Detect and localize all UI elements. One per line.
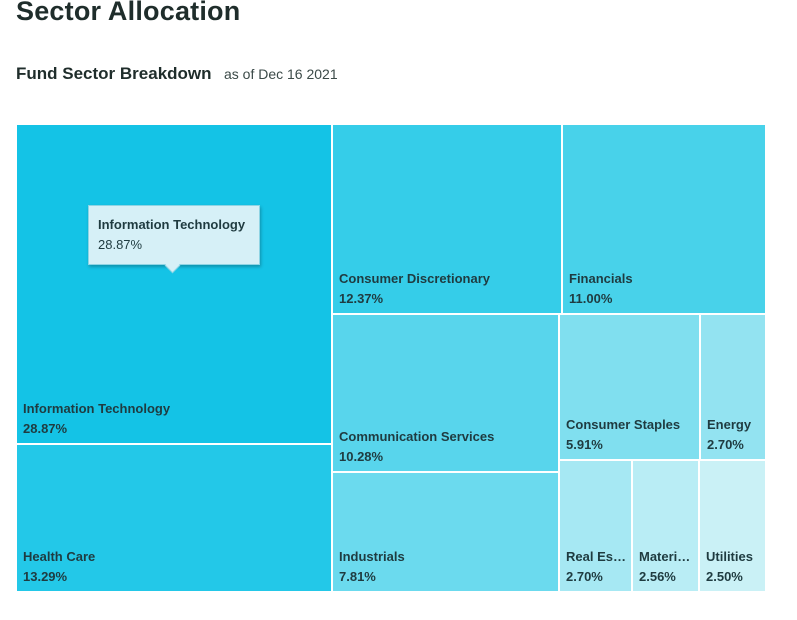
tile-label-group: Consumer Staples 5.91% [566,415,695,455]
sector-treemap: Information Technology 28.87% Health Care 1… [16,124,766,592]
treemap-tile-materials[interactable]: Materia... 2.56% [632,460,699,592]
treemap-tile-information-technology[interactable]: Information Technology 28.87% [16,124,332,444]
tile-sector-name: Utilities [706,549,753,564]
chart-title: Fund Sector Breakdown [16,64,212,83]
tile-sector-value: 2.70% [566,569,603,584]
tile-sector-value: 13.29% [23,569,68,584]
tile-sector-value: 2.56% [639,569,676,584]
tile-sector-value: 7.81% [339,569,376,584]
treemap-tile-financials[interactable]: Financials 11.00% [562,124,766,314]
tile-sector-value: 2.50% [706,569,743,584]
tile-sector-value: 28.87% [23,421,68,436]
tile-sector-name: Financials [569,271,633,286]
tile-sector-name: Information Technology [23,401,171,416]
as-of-date: as of Dec 16 2021 [223,66,338,82]
tile-sector-name: Materia... [639,549,694,564]
tooltip-sector-name: Information Technology [98,217,246,232]
treemap-tile-utilities[interactable]: Utilities 2.50% [699,460,766,592]
chart-header: Fund Sector Breakdown as of Dec 16 2021 [16,64,338,84]
tile-label-group: Health Care 13.29% [23,547,327,587]
treemap-tooltip: Information Technology 28.87% [88,205,260,265]
tile-sector-name: Industrials [339,549,405,564]
tile-sector-name: Consumer Staples [566,417,681,432]
treemap-tile-communication-services[interactable]: Communication Services 10.28% [332,314,559,472]
tile-sector-name: Energy [707,417,752,432]
treemap-tile-consumer-discretionary[interactable]: Consumer Discretionary 12.37% [332,124,562,314]
tile-sector-name: Communication Services [339,429,495,444]
treemap-tile-consumer-staples[interactable]: Consumer Staples 5.91% [559,314,700,460]
tile-label-group: Information Technology 28.87% [23,399,327,439]
tile-sector-value: 5.91% [566,437,603,452]
tile-sector-value: 10.28% [339,449,384,464]
tile-sector-name: Real Est... [566,549,627,564]
treemap-tile-energy[interactable]: Energy 2.70% [700,314,766,460]
treemap-tile-industrials[interactable]: Industrials 7.81% [332,472,559,592]
treemap-tile-health-care[interactable]: Health Care 13.29% [16,444,332,592]
tooltip-sector-value: 28.87% [98,237,143,252]
tile-label-group: Consumer Discretionary 12.37% [339,269,557,309]
tile-sector-value: 2.70% [707,437,744,452]
treemap-tile-real-estate[interactable]: Real Est... 2.70% [559,460,632,592]
tile-sector-value: 11.00% [569,291,613,306]
tile-label-group: Energy 2.70% [707,415,761,455]
tile-label-group: Real Est... 2.70% [566,547,627,587]
tile-label-group: Materia... 2.56% [639,547,694,587]
tile-label-group: Utilities 2.50% [706,547,761,587]
page-title: Sector Allocation [16,0,241,26]
tile-sector-name: Consumer Discretionary [339,271,490,286]
tile-label-group: Communication Services 10.28% [339,427,554,467]
tile-label-group: Industrials 7.81% [339,547,554,587]
tile-sector-value: 12.37% [339,291,384,306]
tile-sector-name: Health Care [23,549,96,564]
tile-label-group: Financials 11.00% [569,269,761,309]
